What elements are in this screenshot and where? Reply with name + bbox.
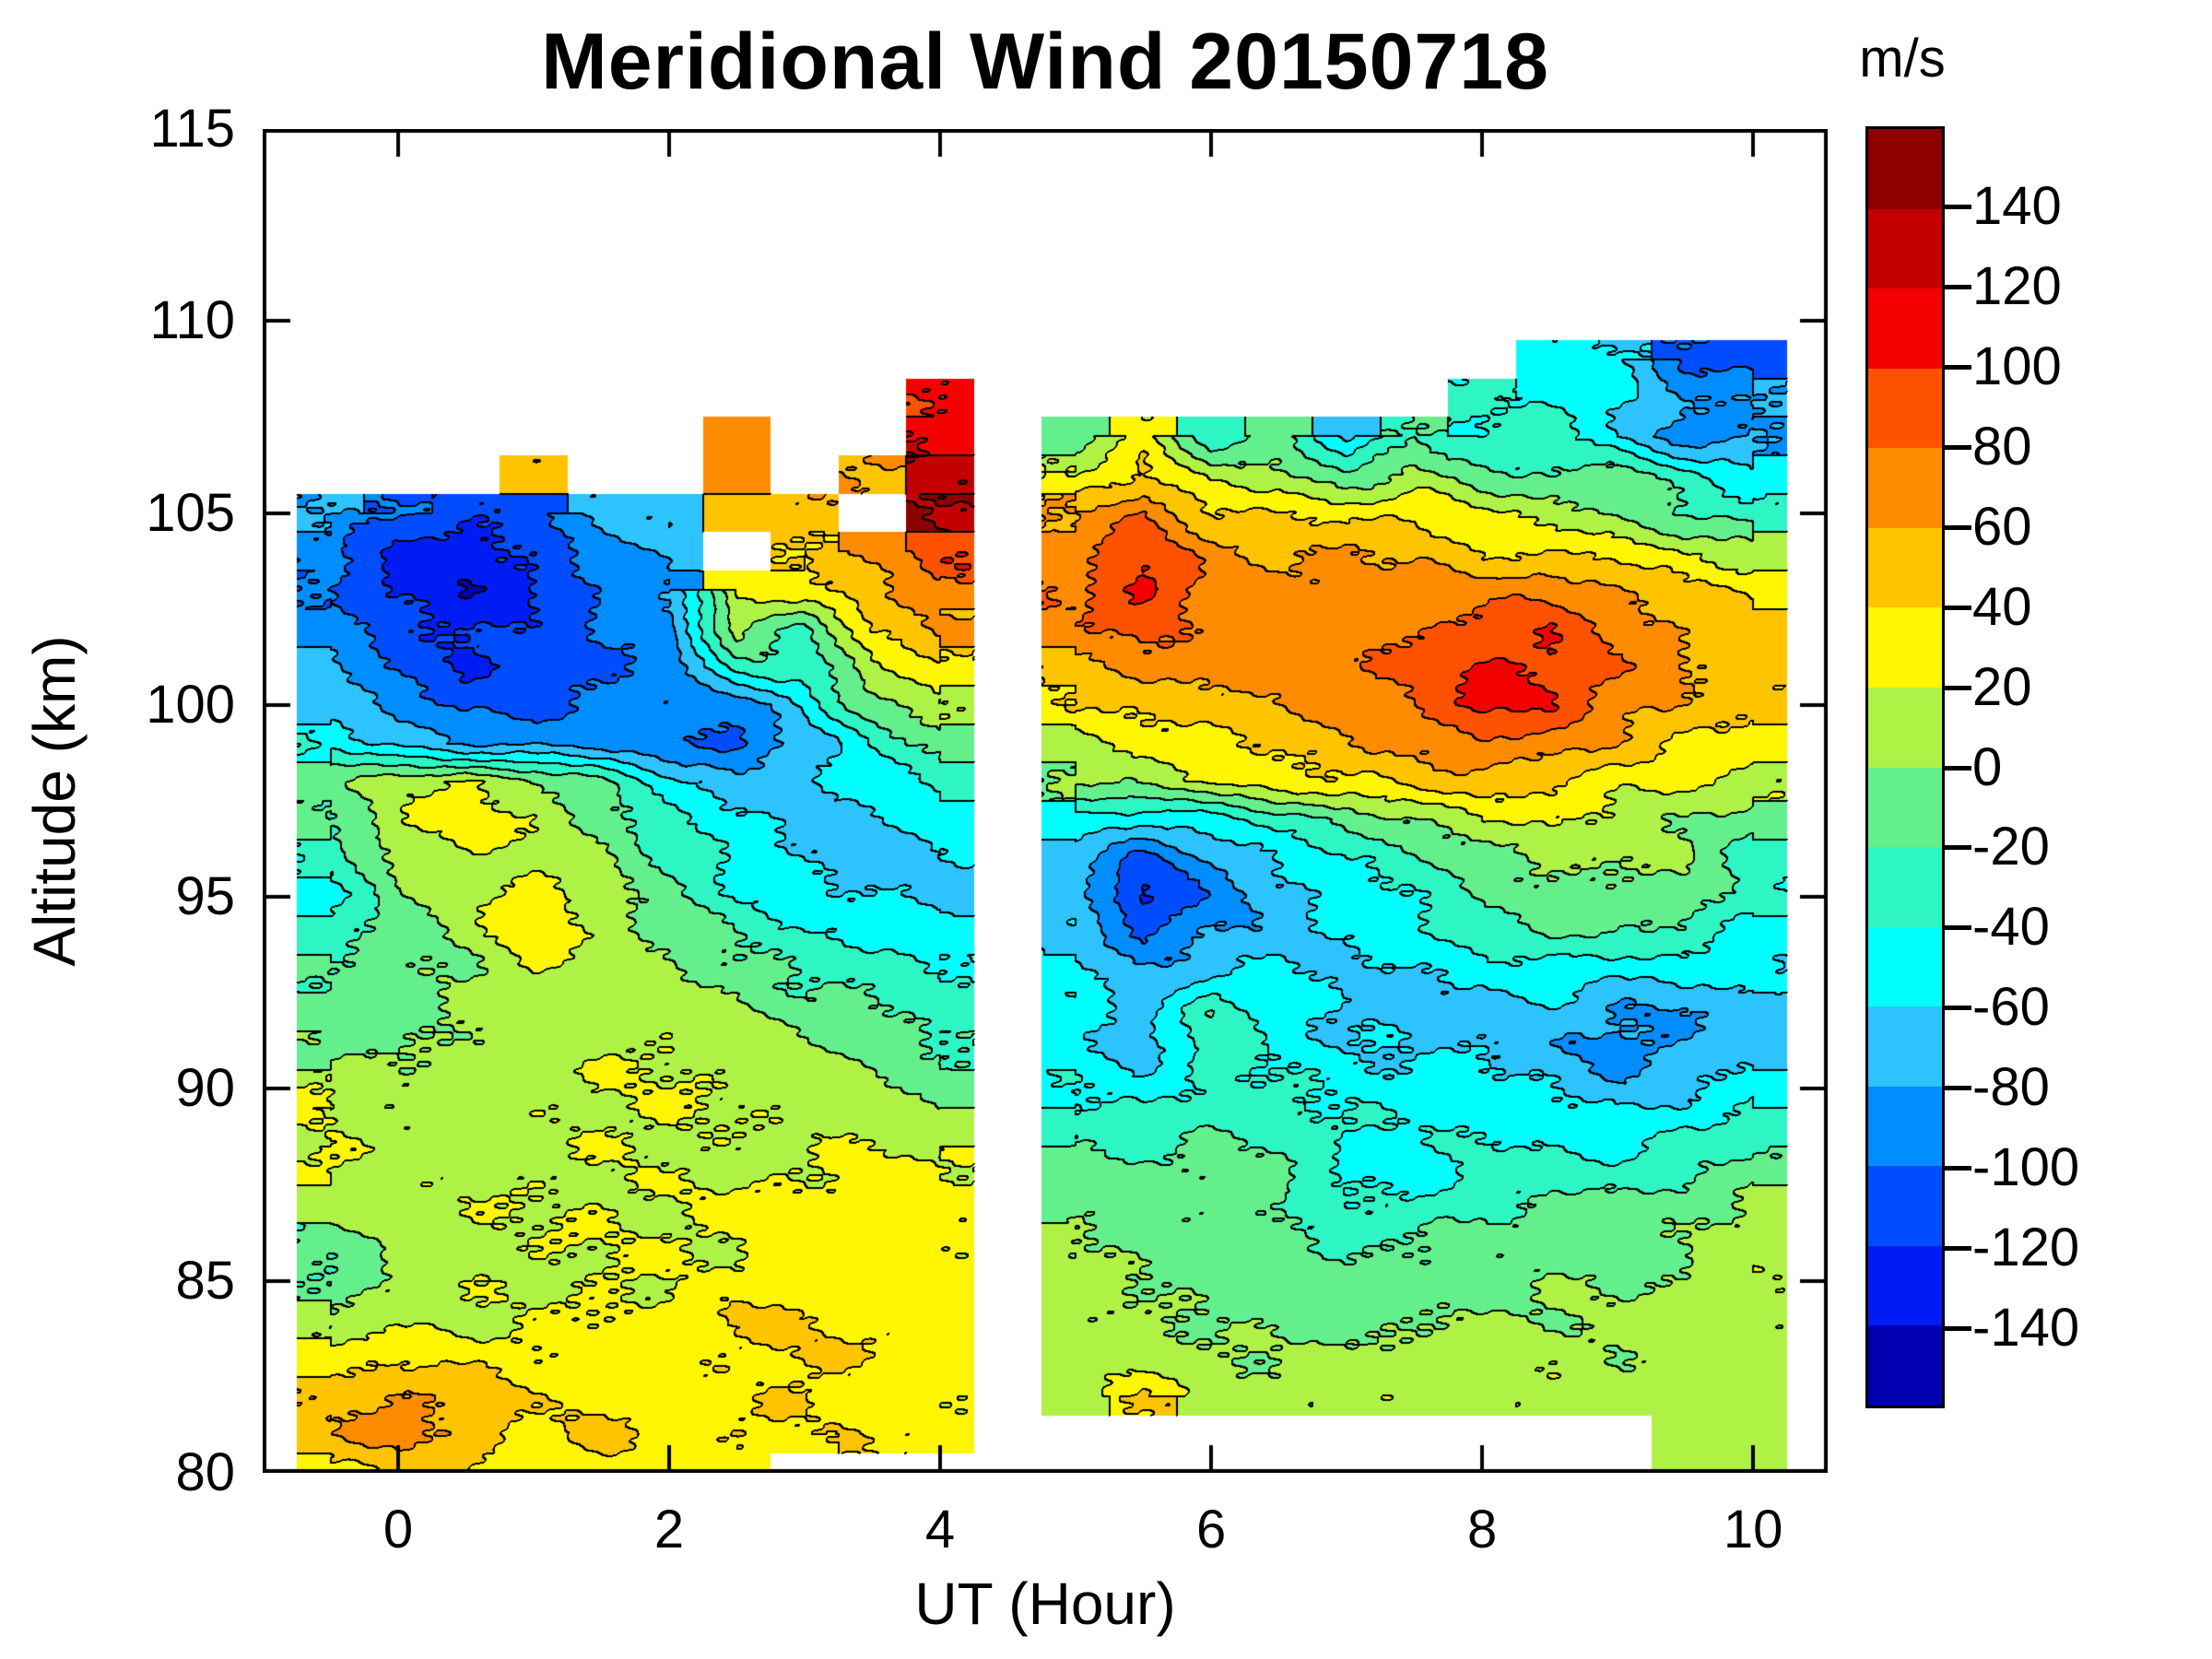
colorbar-segment — [1868, 1086, 1942, 1167]
colorbar-tick-label: 120 — [1972, 255, 2062, 316]
colorbar-tick-label: -80 — [1972, 1057, 2050, 1118]
colorbar-tick — [1942, 1166, 1971, 1171]
colorbar-tick — [1942, 444, 1971, 450]
colorbar-segment — [1868, 1325, 1942, 1406]
colorbar-tick-label: -40 — [1972, 897, 2050, 958]
colorbar-segment — [1868, 687, 1942, 768]
colorbar-tick-label: -20 — [1972, 817, 2050, 877]
y-tick-label: 80 — [175, 1442, 235, 1502]
contour-plot-canvas — [263, 129, 1828, 1473]
y-tick-label: 85 — [175, 1250, 235, 1311]
colorbar-tick — [1942, 1326, 1971, 1332]
colorbar-segment — [1868, 129, 1942, 209]
colorbar-tick-label: 100 — [1972, 335, 2062, 396]
colorbar-tick — [1942, 765, 1971, 771]
x-axis-label: UT (Hour) — [914, 1571, 1176, 1637]
y-tick-label: 100 — [146, 674, 235, 735]
colorbar-segment — [1868, 1006, 1942, 1087]
colorbar-tick-label: 140 — [1972, 175, 2062, 236]
colorbar-segment — [1868, 847, 1942, 927]
colorbar-tick — [1942, 605, 1971, 610]
x-tick-label: 4 — [924, 1500, 956, 1559]
colorbar-tick — [1942, 685, 1971, 690]
colorbar-tick-label: 40 — [1972, 576, 2032, 637]
colorbar-segment — [1868, 607, 1942, 688]
colorbar-segment — [1868, 767, 1942, 848]
colorbar-tick-label: -140 — [1972, 1298, 2080, 1359]
colorbar-segment — [1868, 368, 1942, 449]
colorbar-segment — [1868, 1166, 1942, 1246]
colorbar-tick-label: 80 — [1972, 416, 2032, 477]
colorbar-segment — [1868, 448, 1942, 528]
chart-title: Meridional Wind 20150718 — [541, 18, 1549, 106]
colorbar-tick-label: 0 — [1972, 736, 2003, 797]
x-tick-label: 6 — [1195, 1500, 1227, 1559]
colorbar-tick — [1942, 1006, 1971, 1011]
colorbar-tick — [1942, 204, 1971, 209]
colorbar-tick-label: -60 — [1972, 977, 2050, 1038]
colorbar-tick — [1942, 925, 1971, 931]
colorbar-tick — [1942, 284, 1971, 289]
colorbar-tick — [1942, 524, 1971, 530]
colorbar-segment — [1868, 926, 1942, 1007]
colorbar-tick-label: -120 — [1972, 1218, 2080, 1278]
colorbar-segment — [1868, 1245, 1942, 1326]
y-axis-label: Altitude (km) — [21, 635, 88, 967]
x-tick-label: 10 — [1723, 1500, 1783, 1559]
colorbar — [1865, 126, 1945, 1408]
y-tick-label: 115 — [149, 99, 235, 159]
colorbar-tick — [1942, 845, 1971, 851]
colorbar-tick — [1942, 364, 1971, 370]
colorbar-unit-label: m/s — [1859, 29, 1946, 88]
y-tick-label: 105 — [146, 482, 235, 543]
x-tick-label: 8 — [1466, 1500, 1498, 1559]
x-tick-label: 0 — [382, 1500, 414, 1559]
colorbar-segment — [1868, 288, 1942, 369]
x-tick-label: 2 — [653, 1500, 685, 1559]
colorbar-segment — [1868, 527, 1942, 608]
y-tick-label: 95 — [175, 866, 235, 927]
colorbar-tick-label: 20 — [1972, 656, 2032, 717]
colorbar-tick-label: -100 — [1972, 1137, 2080, 1198]
colorbar-segment — [1868, 208, 1942, 289]
colorbar-tick — [1942, 1086, 1971, 1091]
y-tick-label: 90 — [175, 1058, 235, 1119]
colorbar-tick-label: 60 — [1972, 496, 2032, 557]
colorbar-tick — [1942, 1246, 1971, 1252]
y-tick-label: 110 — [149, 290, 235, 351]
